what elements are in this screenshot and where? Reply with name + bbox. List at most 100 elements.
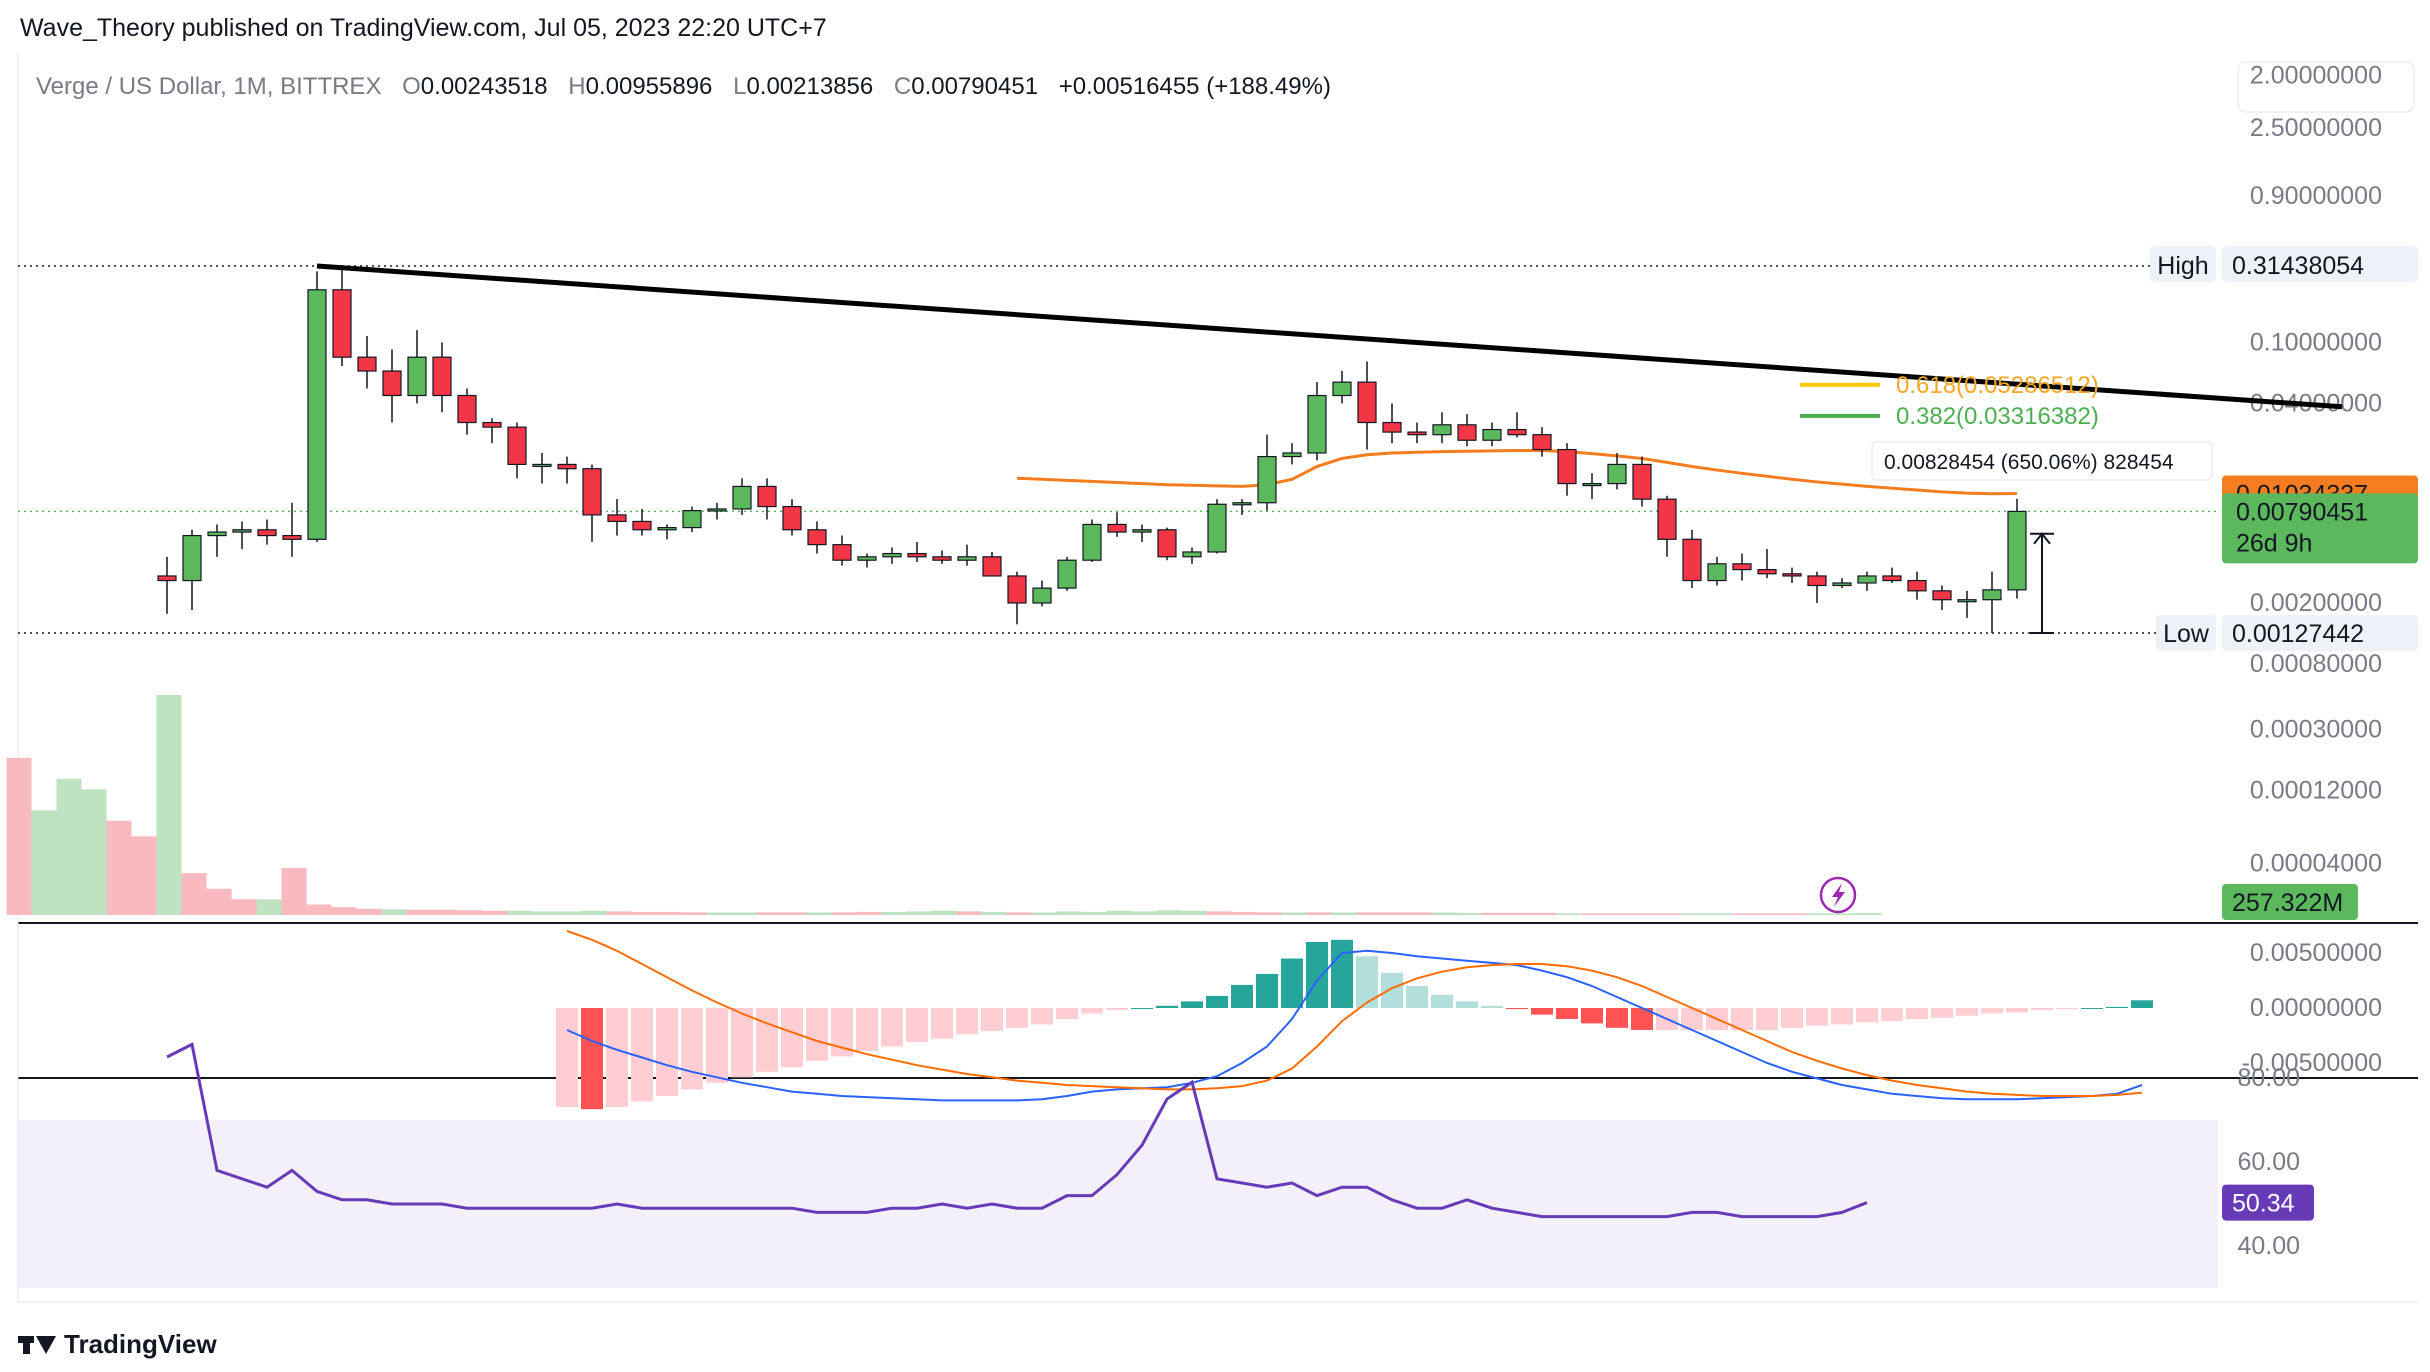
price-tick-label: 0.00030000 xyxy=(2250,715,2382,743)
candle-body xyxy=(1307,394,1327,454)
candles xyxy=(157,266,2027,633)
candle-body xyxy=(1332,381,1352,397)
candle-body xyxy=(407,356,427,397)
macd-histogram-bar xyxy=(1081,1008,1103,1014)
candle-body xyxy=(1907,579,1927,592)
macd-line xyxy=(566,949,2143,1102)
candle-body xyxy=(632,520,652,531)
candle-body xyxy=(1507,428,1527,436)
candle xyxy=(1632,456,1652,507)
last-price-label: 0.00790451 xyxy=(2236,498,2368,526)
candle xyxy=(1107,512,1127,537)
macd-histogram-bar xyxy=(931,1008,953,1039)
macd-histogram-bar xyxy=(1806,1008,1828,1026)
macd-tick-label: -0.00500000 xyxy=(2242,1049,2382,1077)
close-value: 0.00790451 xyxy=(911,73,1038,100)
candle xyxy=(632,508,652,536)
change-value: +0.00516455 (+188.49%) xyxy=(1059,73,1331,100)
fib-levels[interactable]: 0.618(0.05286512) 0.382(0.03316382) xyxy=(1800,372,2099,430)
macd-histogram-bar xyxy=(831,1008,853,1057)
candle xyxy=(1557,443,1577,496)
rsi-badge xyxy=(2222,1184,2314,1221)
candle xyxy=(1682,529,1702,589)
candle-body xyxy=(207,531,227,537)
candle xyxy=(182,529,202,610)
candle-body xyxy=(1532,434,1552,451)
scale-settings-box[interactable] xyxy=(2237,61,2415,113)
candle xyxy=(1432,412,1452,444)
macd-histogram-bar xyxy=(1856,1008,1878,1023)
macd-histogram-bar xyxy=(806,1008,828,1061)
candle xyxy=(1407,422,1427,444)
trendline[interactable] xyxy=(316,263,2343,410)
candle xyxy=(1807,571,1827,603)
candle xyxy=(707,502,727,520)
candle xyxy=(682,506,702,533)
candle xyxy=(982,551,1002,577)
symbol-legend: Verge / US Dollar, 1M, BITTREX O0.002435… xyxy=(36,73,1331,100)
symbol-name: Verge / US Dollar, 1M, BITTREX xyxy=(36,73,381,100)
candle-body xyxy=(1832,582,1852,587)
high-label-bg xyxy=(2150,246,2216,282)
macd-histogram-bar xyxy=(631,1008,653,1102)
candle-body xyxy=(282,534,302,540)
macd-histogram-bar xyxy=(881,1008,903,1047)
macd-histogram-bar xyxy=(2006,1008,2028,1013)
macd-histogram-bar xyxy=(1931,1008,1953,1018)
candle-body xyxy=(432,356,452,397)
candle-body xyxy=(1207,503,1227,553)
candle-body xyxy=(1582,482,1602,487)
candle-body xyxy=(607,514,627,523)
tradingview-logo[interactable]: TradingView xyxy=(18,1329,217,1360)
candle xyxy=(1782,567,1802,583)
candle-body xyxy=(1482,428,1502,441)
last-price-badge xyxy=(2222,493,2418,564)
lightning-icon[interactable] xyxy=(1819,876,1857,914)
candle xyxy=(1982,571,2002,633)
macd-histogram-bar xyxy=(1581,1008,1603,1024)
candle xyxy=(382,349,402,423)
candle xyxy=(1232,499,1252,515)
candle xyxy=(1057,556,1077,591)
candle xyxy=(1307,382,1327,461)
candle xyxy=(357,335,377,389)
candle-body xyxy=(1357,381,1377,424)
macd-tick-label: 0.00500000 xyxy=(2250,939,2382,967)
candle-body xyxy=(1282,452,1302,458)
candle xyxy=(1657,495,1677,557)
price-tick-label: 0.00004000 xyxy=(2250,850,2382,878)
macd-histogram-bar xyxy=(2081,1008,2103,1009)
candle xyxy=(1482,422,1502,447)
candle-body xyxy=(1932,590,1952,601)
measure-tool[interactable]: 0.00828454 (650.06%) 828454 xyxy=(1871,441,2213,634)
candle xyxy=(1207,499,1227,554)
macd-histogram-bar xyxy=(756,1008,778,1072)
close-label: C xyxy=(894,73,911,100)
macd-histogram-bar xyxy=(656,1008,678,1096)
candle-body xyxy=(1032,587,1052,604)
candle-body xyxy=(1557,448,1577,485)
candle xyxy=(1932,585,1952,610)
candle xyxy=(1907,571,1927,600)
measure-label-bg xyxy=(1871,441,2213,481)
macd-histogram-bar xyxy=(1356,956,1378,1008)
candle-body xyxy=(1232,502,1252,506)
fib-level-label: 0.618(0.05286512) xyxy=(1896,372,2099,399)
candle xyxy=(1957,590,1977,618)
candle-body xyxy=(1607,463,1627,485)
macd-signal-line xyxy=(566,930,2143,1097)
candle xyxy=(1282,443,1302,465)
candle xyxy=(782,499,802,536)
candle xyxy=(407,330,427,404)
candle xyxy=(2007,498,2027,599)
ema-line xyxy=(1016,449,2018,496)
volume-pane: 257.322M xyxy=(6,695,2358,920)
candle-body xyxy=(257,529,277,537)
candle xyxy=(532,452,552,484)
high-low-levels: High 0.31438054 Low 0.00127442 xyxy=(18,246,2418,651)
macd-histogram-bar xyxy=(1056,1008,1078,1019)
candle xyxy=(1382,403,1402,444)
macd-histogram-bar xyxy=(1206,995,1228,1008)
candle-body xyxy=(1757,569,1777,575)
